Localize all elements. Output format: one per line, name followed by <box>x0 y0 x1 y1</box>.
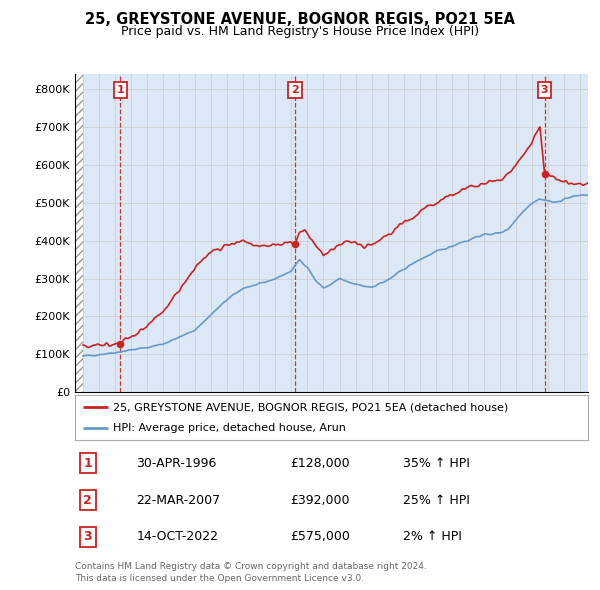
Text: 25, GREYSTONE AVENUE, BOGNOR REGIS, PO21 5EA: 25, GREYSTONE AVENUE, BOGNOR REGIS, PO21… <box>85 12 515 27</box>
Text: 25% ↑ HPI: 25% ↑ HPI <box>403 493 470 507</box>
Text: Price paid vs. HM Land Registry's House Price Index (HPI): Price paid vs. HM Land Registry's House … <box>121 25 479 38</box>
Text: This data is licensed under the Open Government Licence v3.0.: This data is licensed under the Open Gov… <box>75 574 364 583</box>
Point <box>540 169 550 179</box>
Text: 25, GREYSTONE AVENUE, BOGNOR REGIS, PO21 5EA (detached house): 25, GREYSTONE AVENUE, BOGNOR REGIS, PO21… <box>113 402 509 412</box>
Text: 1: 1 <box>83 457 92 470</box>
Text: 22-MAR-2007: 22-MAR-2007 <box>137 493 221 507</box>
Text: HPI: Average price, detached house, Arun: HPI: Average price, detached house, Arun <box>113 422 346 432</box>
Bar <box>75 74 83 392</box>
Text: £128,000: £128,000 <box>290 457 350 470</box>
Text: 2: 2 <box>83 493 92 507</box>
Text: 14-OCT-2022: 14-OCT-2022 <box>137 530 218 543</box>
Text: 2: 2 <box>291 85 299 95</box>
Text: £575,000: £575,000 <box>290 530 350 543</box>
Point <box>290 239 300 248</box>
Text: 2% ↑ HPI: 2% ↑ HPI <box>403 530 462 543</box>
Point <box>116 339 125 349</box>
Text: Contains HM Land Registry data © Crown copyright and database right 2024.: Contains HM Land Registry data © Crown c… <box>75 562 427 571</box>
Text: 35% ↑ HPI: 35% ↑ HPI <box>403 457 470 470</box>
Text: 30-APR-1996: 30-APR-1996 <box>137 457 217 470</box>
Text: 3: 3 <box>83 530 92 543</box>
Text: 1: 1 <box>116 85 124 95</box>
Text: 3: 3 <box>541 85 548 95</box>
Text: £392,000: £392,000 <box>290 493 350 507</box>
